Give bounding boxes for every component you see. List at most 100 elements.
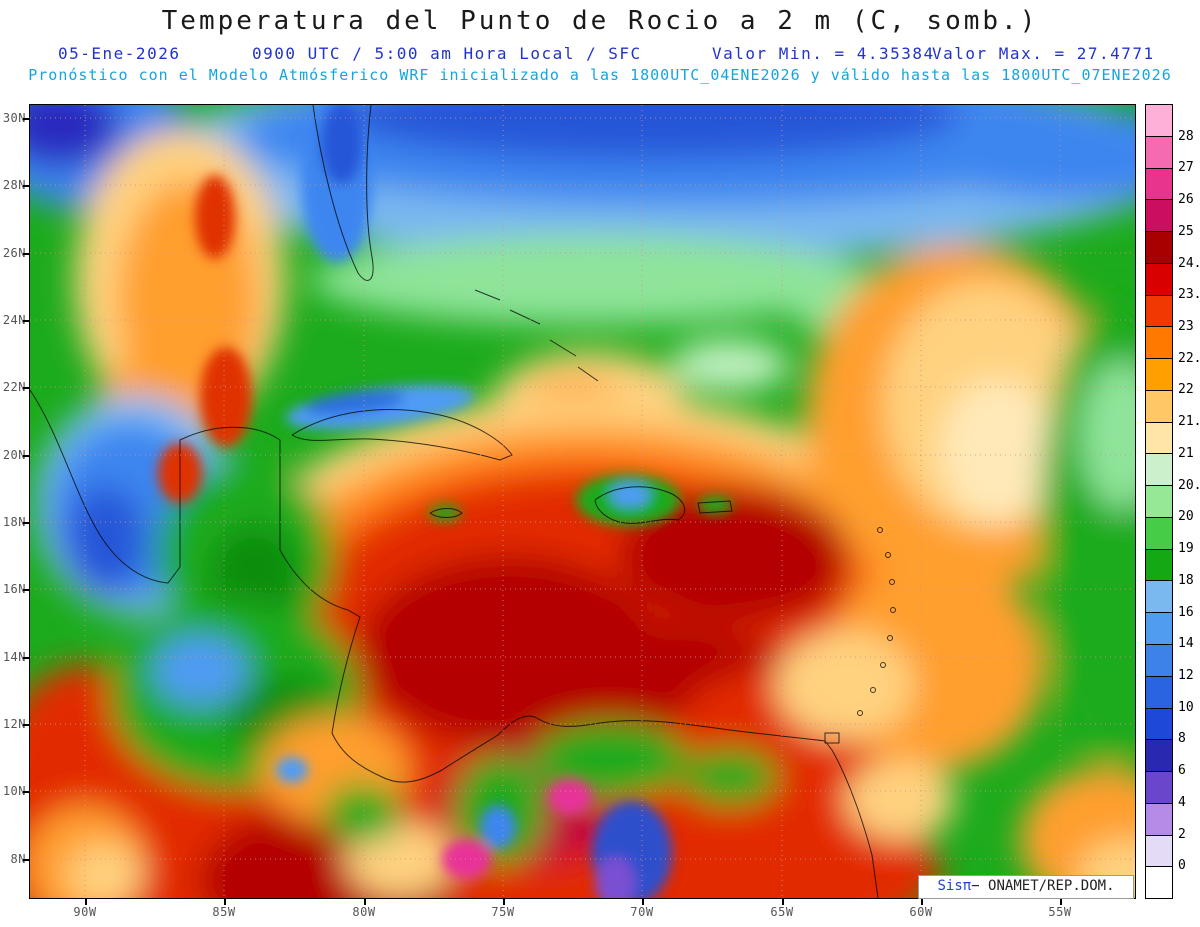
lat-axis-label: 12N	[2, 717, 26, 731]
colorbar-cell	[1146, 486, 1172, 518]
lat-axis-tick	[23, 589, 29, 591]
colorbar-cell	[1146, 867, 1172, 899]
lat-axis-label: 8N	[10, 852, 26, 866]
lat-axis-tick	[23, 724, 29, 726]
lon-axis-label: 80W	[352, 905, 376, 919]
lon-axis-tick	[782, 899, 784, 905]
colorbar-cell	[1146, 454, 1172, 487]
colorbar-tick-label: 21	[1178, 445, 1194, 461]
colorbar-cell	[1146, 645, 1172, 677]
colorbar-cell	[1146, 708, 1172, 741]
lon-axis-label: 70W	[630, 905, 654, 919]
colorbar-tick-label: 2	[1178, 826, 1186, 842]
forecast-time: 0900 UTC / 5:00 am Hora Local / SFC	[252, 44, 642, 63]
colorbar-tick-label: 24.5	[1178, 255, 1200, 271]
colorbar-tick-label: 16	[1178, 604, 1194, 620]
colorbar-cell	[1146, 136, 1172, 169]
colorbar-cell	[1146, 613, 1172, 646]
lat-axis-tick	[23, 320, 29, 322]
colorbar-cell	[1146, 295, 1172, 328]
colorbar-cell	[1146, 422, 1172, 455]
lat-axis-tick	[23, 387, 29, 389]
colorbar-cell	[1146, 200, 1172, 233]
lat-axis-label: 24N	[2, 313, 26, 327]
lat-axis-tick	[23, 118, 29, 120]
colorbar-tick-label: 22	[1178, 382, 1194, 398]
colorbar-cell	[1146, 232, 1172, 264]
lon-axis-tick	[364, 899, 366, 905]
lat-axis-tick	[23, 791, 29, 793]
colorbar-cell	[1146, 263, 1172, 296]
page-title: Temperatura del Punto de Rocio a 2 m (C,…	[161, 6, 1039, 36]
colorbar-tick-label: 27	[1178, 160, 1194, 176]
lon-axis-tick	[1060, 899, 1062, 905]
map-area	[29, 104, 1136, 899]
lat-axis-label: 14N	[2, 650, 26, 664]
colorbar-tick-label: 6	[1178, 763, 1186, 779]
colorbar-tick-label: 20.5	[1178, 477, 1200, 493]
colorbar-labels: 2827262524.523.52322.52221.52120.5201918…	[1178, 105, 1200, 898]
colorbar-cell	[1146, 105, 1172, 137]
colorbar-tick-label: 23.5	[1178, 287, 1200, 303]
lat-axis-label: 16N	[2, 582, 26, 596]
colorbar-tick-label: 28	[1178, 128, 1194, 144]
lat-axis-tick	[23, 859, 29, 861]
colorbar-tick-label: 4	[1178, 794, 1186, 810]
colorbar-tick-label: 8	[1178, 731, 1186, 747]
colorbar-tick-label: 20	[1178, 509, 1194, 525]
lon-axis-tick	[642, 899, 644, 905]
colorbar-cell	[1146, 581, 1172, 614]
lat-axis-label: 18N	[2, 515, 26, 529]
lat-axis-tick	[23, 455, 29, 457]
lon-axis-label: 65W	[770, 905, 794, 919]
watermark-text: − ONAMET/REP.DOM.	[971, 878, 1115, 894]
colorbar-cell	[1146, 549, 1172, 582]
colorbar-cell	[1146, 740, 1172, 773]
lon-axis-label: 60W	[909, 905, 933, 919]
colorbar-tick-label: 18	[1178, 572, 1194, 588]
lat-axis-label: 10N	[2, 784, 26, 798]
lat-axis-tick	[23, 253, 29, 255]
colorbar-tick-label: 14	[1178, 636, 1194, 652]
colorbar-tick-label: 12	[1178, 667, 1194, 683]
lon-axis-label: 90W	[73, 905, 97, 919]
lon-axis-label: 85W	[212, 905, 236, 919]
lat-axis-label: 20N	[2, 448, 26, 462]
colorbar-tick-label: 26	[1178, 192, 1194, 208]
lat-lon-grid	[30, 105, 1135, 898]
colorbar-cell	[1146, 772, 1172, 804]
watermark-brand: Sisπ	[937, 878, 972, 894]
colorbar-tick-label: 21.5	[1178, 414, 1200, 430]
colorbar-cell	[1146, 390, 1172, 423]
colorbar	[1145, 104, 1173, 899]
lat-axis-label: 28N	[2, 178, 26, 192]
lat-axis-tick	[23, 522, 29, 524]
lon-axis-label: 55W	[1048, 905, 1072, 919]
colorbar-tick-label: 22.5	[1178, 350, 1200, 366]
lat-axis-label: 22N	[2, 380, 26, 394]
model-init-line: Pronóstico con el Modelo Atmósferico WRF…	[28, 66, 1172, 84]
colorbar-cell	[1146, 676, 1172, 709]
colorbar-tick-label: 0	[1178, 858, 1186, 874]
lat-axis-label: 30N	[2, 111, 26, 125]
colorbar-tick-label: 25	[1178, 223, 1194, 239]
lon-axis-tick	[503, 899, 505, 905]
watermark-badge: Sisπ− ONAMET/REP.DOM.	[918, 875, 1134, 899]
colorbar-cell	[1146, 359, 1172, 391]
lon-axis-tick	[224, 899, 226, 905]
value-min-label: Valor Min. = 4.35384	[712, 44, 935, 63]
lat-axis-tick	[23, 185, 29, 187]
colorbar-cell	[1146, 517, 1172, 550]
colorbar-cell	[1146, 835, 1172, 868]
lon-axis-tick	[921, 899, 923, 905]
forecast-date: 05-Ene-2026	[58, 44, 181, 63]
colorbar-cell	[1146, 168, 1172, 201]
lat-axis-label: 26N	[2, 246, 26, 260]
coastlines	[30, 105, 896, 898]
lon-axis-tick	[85, 899, 87, 905]
dewpoint-field-map	[30, 105, 1135, 898]
colorbar-tick-label: 19	[1178, 541, 1194, 557]
colorbar-cell	[1146, 803, 1172, 836]
lat-axis-tick	[23, 657, 29, 659]
